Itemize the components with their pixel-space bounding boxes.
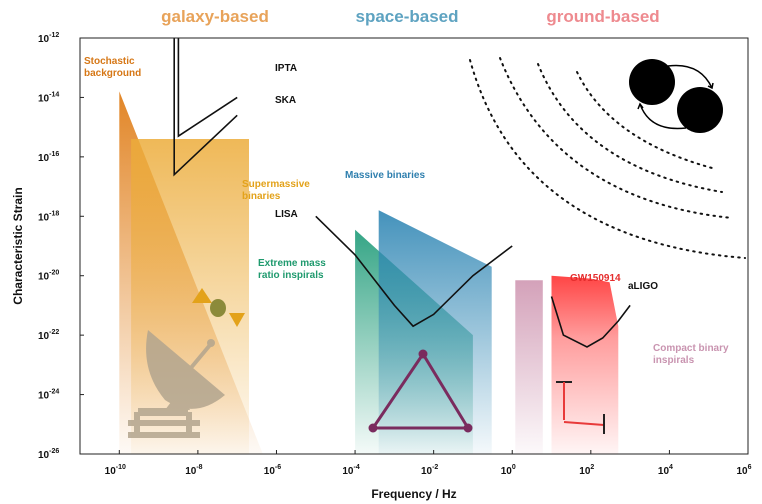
label-gw150914: GW150914: [570, 273, 621, 284]
label-stochastic-background: Stochastic: [84, 56, 135, 67]
x-tick-label: 10-8: [185, 464, 202, 477]
x-tick-label: 104: [658, 464, 673, 477]
label-extreme-mass-ratio-inspirals: Extreme mass: [258, 258, 326, 269]
x-tick-label: 10-6: [264, 464, 281, 477]
region-compact-binary-inspirals: [515, 280, 543, 454]
x-tick-label: 100: [501, 464, 516, 477]
curve-ska: [173, 38, 238, 177]
gravitational-wave-ripples: [469, 57, 746, 259]
label-compact-binary-inspirals: Compact binary: [653, 343, 729, 354]
y-tick-label: 10-20: [38, 270, 59, 283]
y-tick-label: 10-12: [38, 32, 59, 45]
curve-lisa: [315, 215, 513, 328]
y-axis-label: Characteristic Strain: [11, 187, 25, 304]
sensitivity-curves: [173, 38, 631, 348]
pulsar-beam-down-icon: [229, 313, 245, 327]
label-massive-binaries: Massive binaries: [345, 170, 425, 181]
y-tick-label: 10-22: [38, 329, 59, 342]
y-tick-label: 10-14: [38, 91, 59, 104]
y-tick-label: 10-26: [38, 448, 59, 461]
x-tick-label: 10-4: [342, 464, 359, 477]
y-tick-label: 10-24: [38, 389, 59, 402]
label-aligo: aLIGO: [628, 281, 658, 292]
label-stochastic-background: background: [84, 68, 141, 79]
lisa-constellation-icon: [368, 349, 473, 433]
curve-ipta: [177, 38, 238, 138]
category-galaxy-based: galaxy-based: [161, 7, 269, 26]
axis-ticks: 10-10 10-8 10-6 10-4 10-2 100 102 104 106 10-12 10…: [38, 32, 752, 477]
region-massive-binaries: [378, 210, 492, 454]
label-lisa: LISA: [275, 209, 298, 220]
pulsar-icon: [210, 299, 226, 317]
radio-telescope-icon: [128, 330, 225, 438]
x-tick-label: 106: [736, 464, 751, 477]
x-axis-label: Frequency / Hz: [371, 487, 456, 501]
curve-aligo: [550, 296, 631, 348]
y-tick-label: 10-16: [38, 151, 59, 164]
label-extreme-mass-ratio-inspirals: ratio inspirals: [258, 270, 324, 281]
label-supermassive-binaries: Supermassive: [242, 179, 310, 190]
x-tick-label: 10-2: [421, 464, 438, 477]
plot-frame: [79, 37, 749, 455]
label-ska: SKA: [275, 95, 296, 106]
pulsar-beam-up-icon: [192, 288, 212, 303]
label-ipta: IPTA: [275, 63, 297, 74]
category-space-based: space-based: [356, 7, 459, 26]
binary-black-holes-icon: [629, 59, 723, 133]
axes: [79, 37, 749, 455]
y-tick-label: 10-18: [38, 210, 59, 223]
decorative-illustrations: [128, 57, 746, 438]
category-ground-based: ground-based: [546, 7, 659, 26]
region-gw150914: [551, 275, 619, 454]
label-compact-binary-inspirals: inspirals: [653, 355, 695, 366]
category-headers: galaxy-based space-based ground-based: [161, 7, 660, 26]
label-supermassive-binaries: binaries: [242, 191, 281, 202]
x-tick-label: 102: [579, 464, 594, 477]
x-tick-label: 10-10: [105, 464, 126, 477]
strain-trace-icon: [556, 381, 605, 434]
